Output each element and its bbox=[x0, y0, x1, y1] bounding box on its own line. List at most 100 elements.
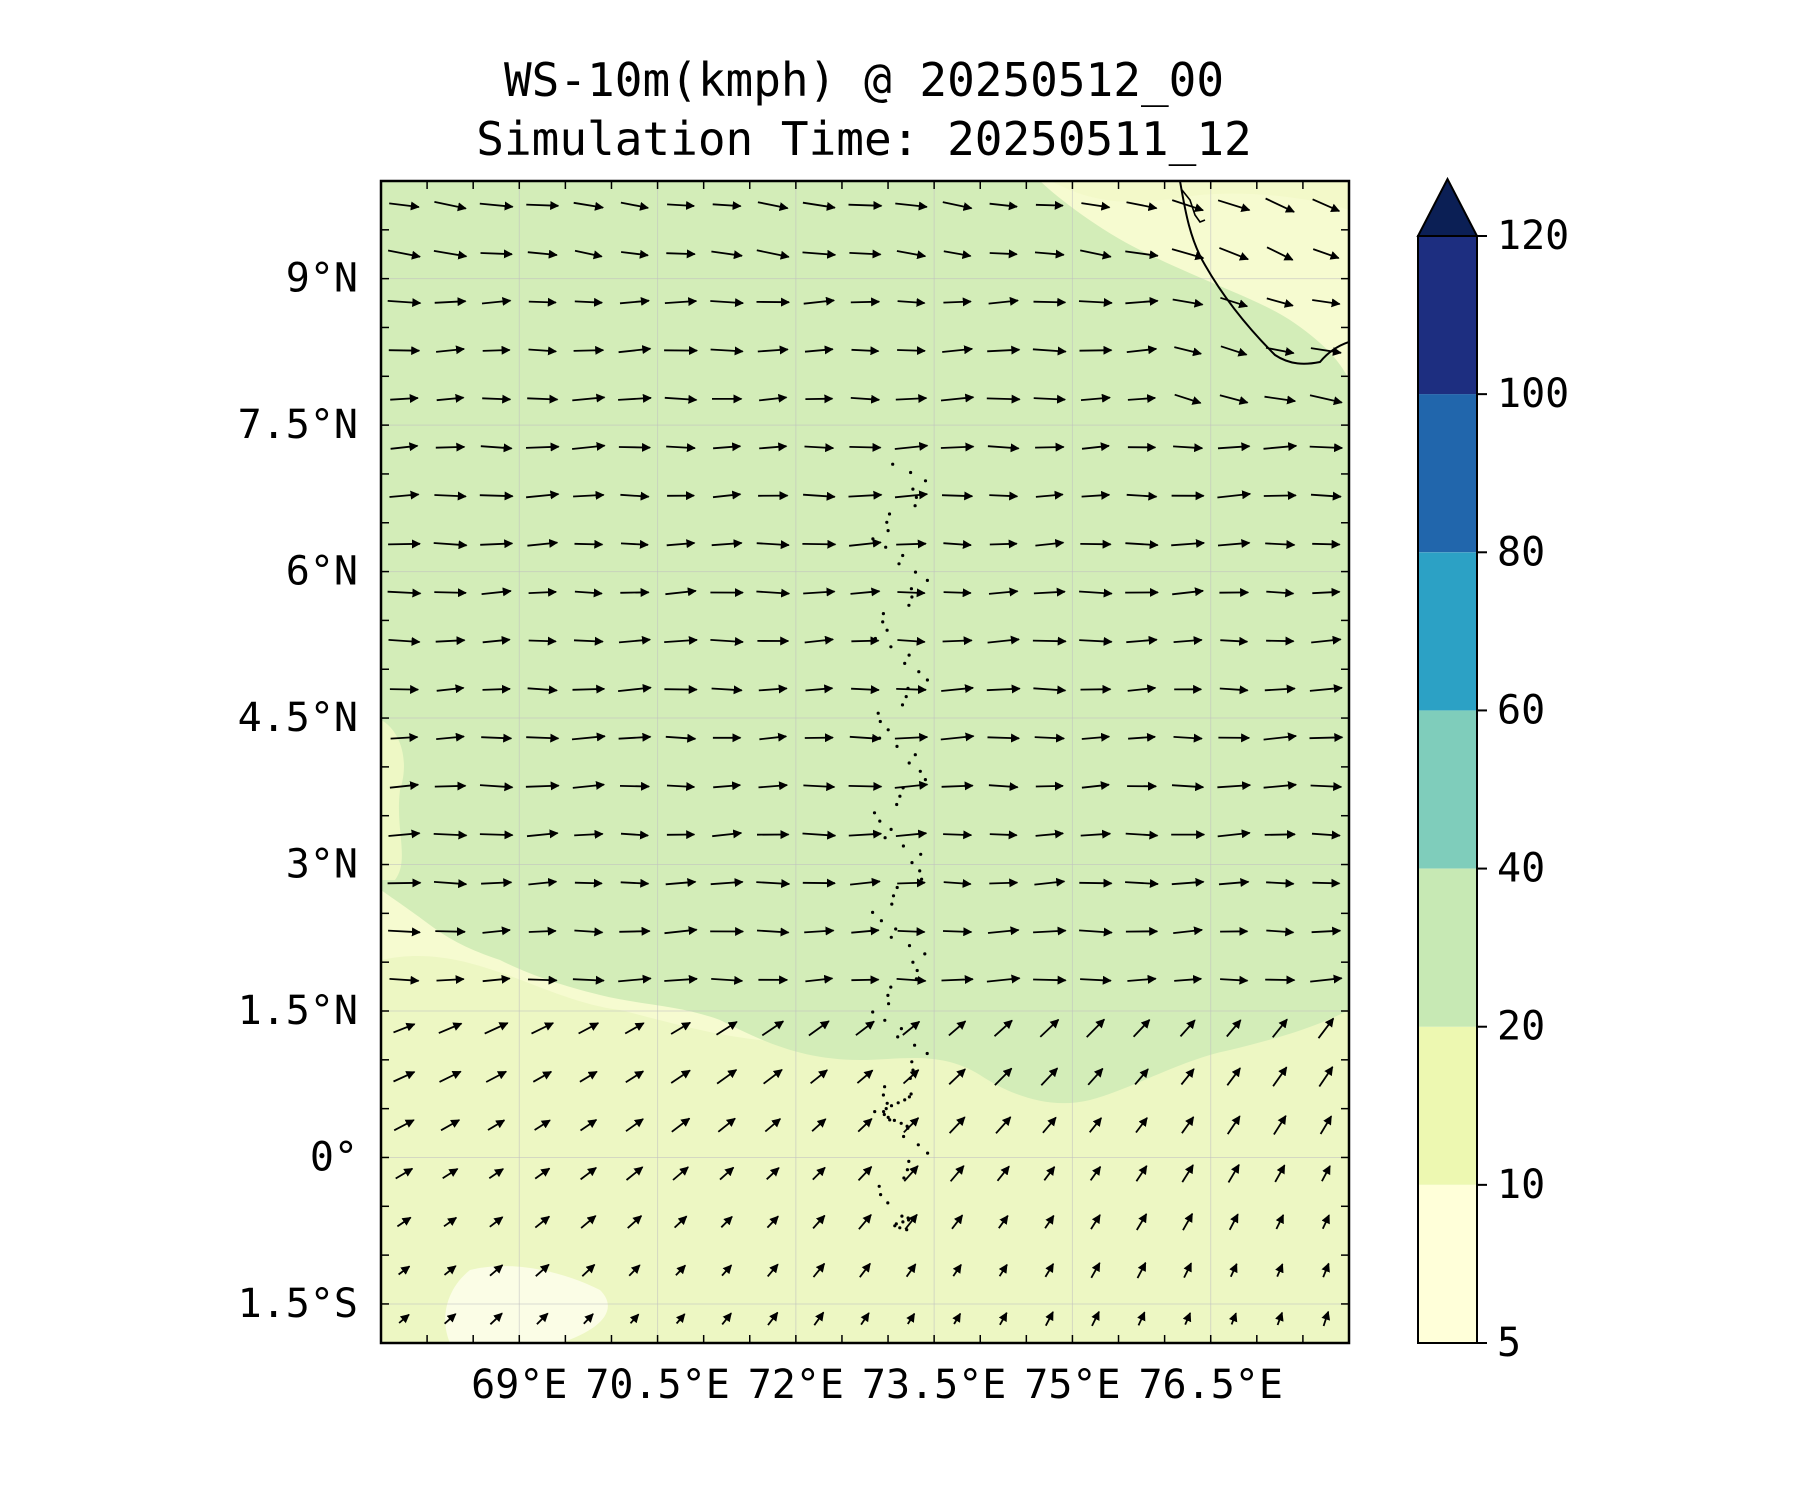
wind-vector-arrow bbox=[848, 781, 883, 791]
wind-vector-arrow bbox=[1217, 442, 1251, 452]
wind-vector-arrow bbox=[896, 685, 927, 695]
atoll-dot bbox=[879, 919, 884, 923]
wind-vector-arrow bbox=[578, 1022, 600, 1035]
wind-vector-arrow bbox=[573, 636, 604, 646]
atoll-dot bbox=[893, 1224, 897, 1228]
wind-vector-arrow bbox=[1033, 685, 1067, 695]
atoll-dot bbox=[905, 1168, 910, 1172]
wind-vector-arrow bbox=[526, 200, 560, 210]
wind-vector-arrow bbox=[1266, 588, 1295, 598]
wind-vector-arrow bbox=[1034, 877, 1066, 887]
atoll-dot bbox=[915, 968, 919, 973]
wind-vector-arrow bbox=[804, 635, 834, 645]
lon-tick-label: 69°E bbox=[471, 1362, 567, 1408]
wind-vector-arrow bbox=[810, 1069, 828, 1085]
wind-vector-arrow bbox=[812, 1166, 826, 1181]
wind-vector-arrow bbox=[764, 1118, 781, 1133]
atoll-dot bbox=[899, 1027, 904, 1031]
atoll-dot bbox=[910, 595, 914, 599]
wind-vector-arrow bbox=[848, 490, 883, 500]
wind-vector-arrow bbox=[1126, 491, 1158, 501]
wind-vector-arrow bbox=[1080, 249, 1112, 260]
atoll-dot bbox=[881, 620, 885, 624]
wind-vector-arrow bbox=[532, 1070, 553, 1083]
wind-vector-arrow bbox=[759, 732, 788, 742]
wind-vector-arrow bbox=[712, 201, 742, 211]
wind-vectors bbox=[387, 197, 1344, 1327]
wind-vector-arrow bbox=[1263, 442, 1298, 452]
wind-vector-arrow bbox=[434, 588, 467, 598]
wind-vector-arrow bbox=[851, 346, 880, 356]
atoll-dot bbox=[885, 628, 889, 632]
wind-vector-arrow bbox=[1317, 1017, 1335, 1039]
atoll-dot bbox=[877, 1184, 881, 1188]
wind-vector-arrow bbox=[712, 829, 743, 839]
wind-vector-arrow bbox=[1312, 587, 1341, 597]
wind-vector-arrow bbox=[1081, 490, 1111, 500]
wind-vector-arrow bbox=[436, 345, 465, 355]
atoll-dot bbox=[895, 885, 899, 890]
lat-tick-label: 6°N bbox=[286, 549, 358, 595]
wind-vector-arrow bbox=[1081, 781, 1110, 791]
wind-vector-arrow bbox=[1263, 780, 1297, 790]
wind-vector-arrow bbox=[994, 1067, 1013, 1086]
wind-vector-arrow bbox=[1312, 198, 1341, 212]
atoll-dot bbox=[887, 512, 892, 516]
wind-vector-arrow bbox=[1034, 733, 1065, 743]
atoll-dot bbox=[909, 1092, 913, 1096]
wind-vector-arrow bbox=[1035, 442, 1065, 452]
wind-vector-arrow bbox=[675, 1313, 686, 1325]
wind-vector-arrow bbox=[849, 442, 882, 452]
wind-vector-arrow bbox=[1078, 297, 1113, 307]
atoll-dot bbox=[882, 1112, 886, 1117]
wind-vector-arrow bbox=[1174, 974, 1203, 984]
wind-vector-arrow bbox=[481, 733, 513, 743]
wind-vector-arrow bbox=[998, 1214, 1009, 1229]
wind-vector-arrow bbox=[388, 346, 421, 356]
wind-vector-arrow bbox=[1087, 1067, 1104, 1086]
atoll-dot bbox=[910, 861, 914, 865]
wind-vector-arrow bbox=[988, 296, 1019, 306]
wind-vector-arrow bbox=[940, 442, 975, 452]
wind-vector-arrow bbox=[896, 250, 927, 260]
wind-vector-arrow bbox=[1219, 394, 1249, 405]
atoll-dot bbox=[901, 844, 906, 848]
atoll-dot bbox=[871, 1010, 875, 1014]
atoll-dot bbox=[907, 603, 911, 607]
atoll-dot bbox=[911, 487, 915, 491]
wind-vector-arrow bbox=[527, 975, 558, 985]
atoll-dot bbox=[910, 1060, 914, 1064]
wind-vector-arrow bbox=[1312, 248, 1340, 260]
wind-vector-arrow bbox=[1134, 1068, 1149, 1085]
wind-vector-arrow bbox=[434, 297, 467, 307]
wind-vector-arrow bbox=[1312, 539, 1341, 549]
wind-vector-arrow bbox=[803, 491, 836, 501]
wind-vector-arrow bbox=[1217, 490, 1252, 500]
atoll-dot bbox=[919, 852, 923, 856]
colorbar-tick-label: 5 bbox=[1497, 1320, 1521, 1366]
wind-vector-arrow bbox=[1311, 635, 1342, 645]
wind-vector-arrow bbox=[664, 974, 698, 984]
wind-vector-arrow bbox=[989, 878, 1019, 888]
wind-vector-arrow bbox=[1132, 1019, 1151, 1038]
wind-vector-arrow bbox=[1172, 298, 1204, 308]
atoll-dot bbox=[900, 703, 905, 707]
wind-vector-arrow bbox=[619, 926, 651, 936]
wind-vector-arrow bbox=[859, 1262, 871, 1278]
wind-vector-arrow bbox=[1182, 1212, 1194, 1231]
atoll-dot bbox=[892, 1118, 897, 1122]
wind-vector-arrow bbox=[712, 490, 742, 500]
wind-vector-arrow bbox=[1033, 587, 1066, 597]
wind-vector-arrow bbox=[1321, 1310, 1331, 1327]
atoll-dot bbox=[900, 1214, 904, 1218]
wind-vector-arrow bbox=[1126, 201, 1158, 212]
wind-vector-arrow bbox=[1219, 685, 1249, 695]
wind-vector-arrow bbox=[618, 345, 652, 355]
wind-vector-arrow bbox=[389, 490, 420, 500]
wind-vector-arrow bbox=[1228, 1312, 1238, 1325]
wind-vector-arrow bbox=[1319, 1115, 1333, 1135]
wind-vector-arrow bbox=[574, 539, 604, 549]
lat-tick-label: 3°N bbox=[286, 842, 358, 888]
wind-vector-arrow bbox=[527, 685, 558, 695]
atoll-dot bbox=[911, 960, 915, 964]
